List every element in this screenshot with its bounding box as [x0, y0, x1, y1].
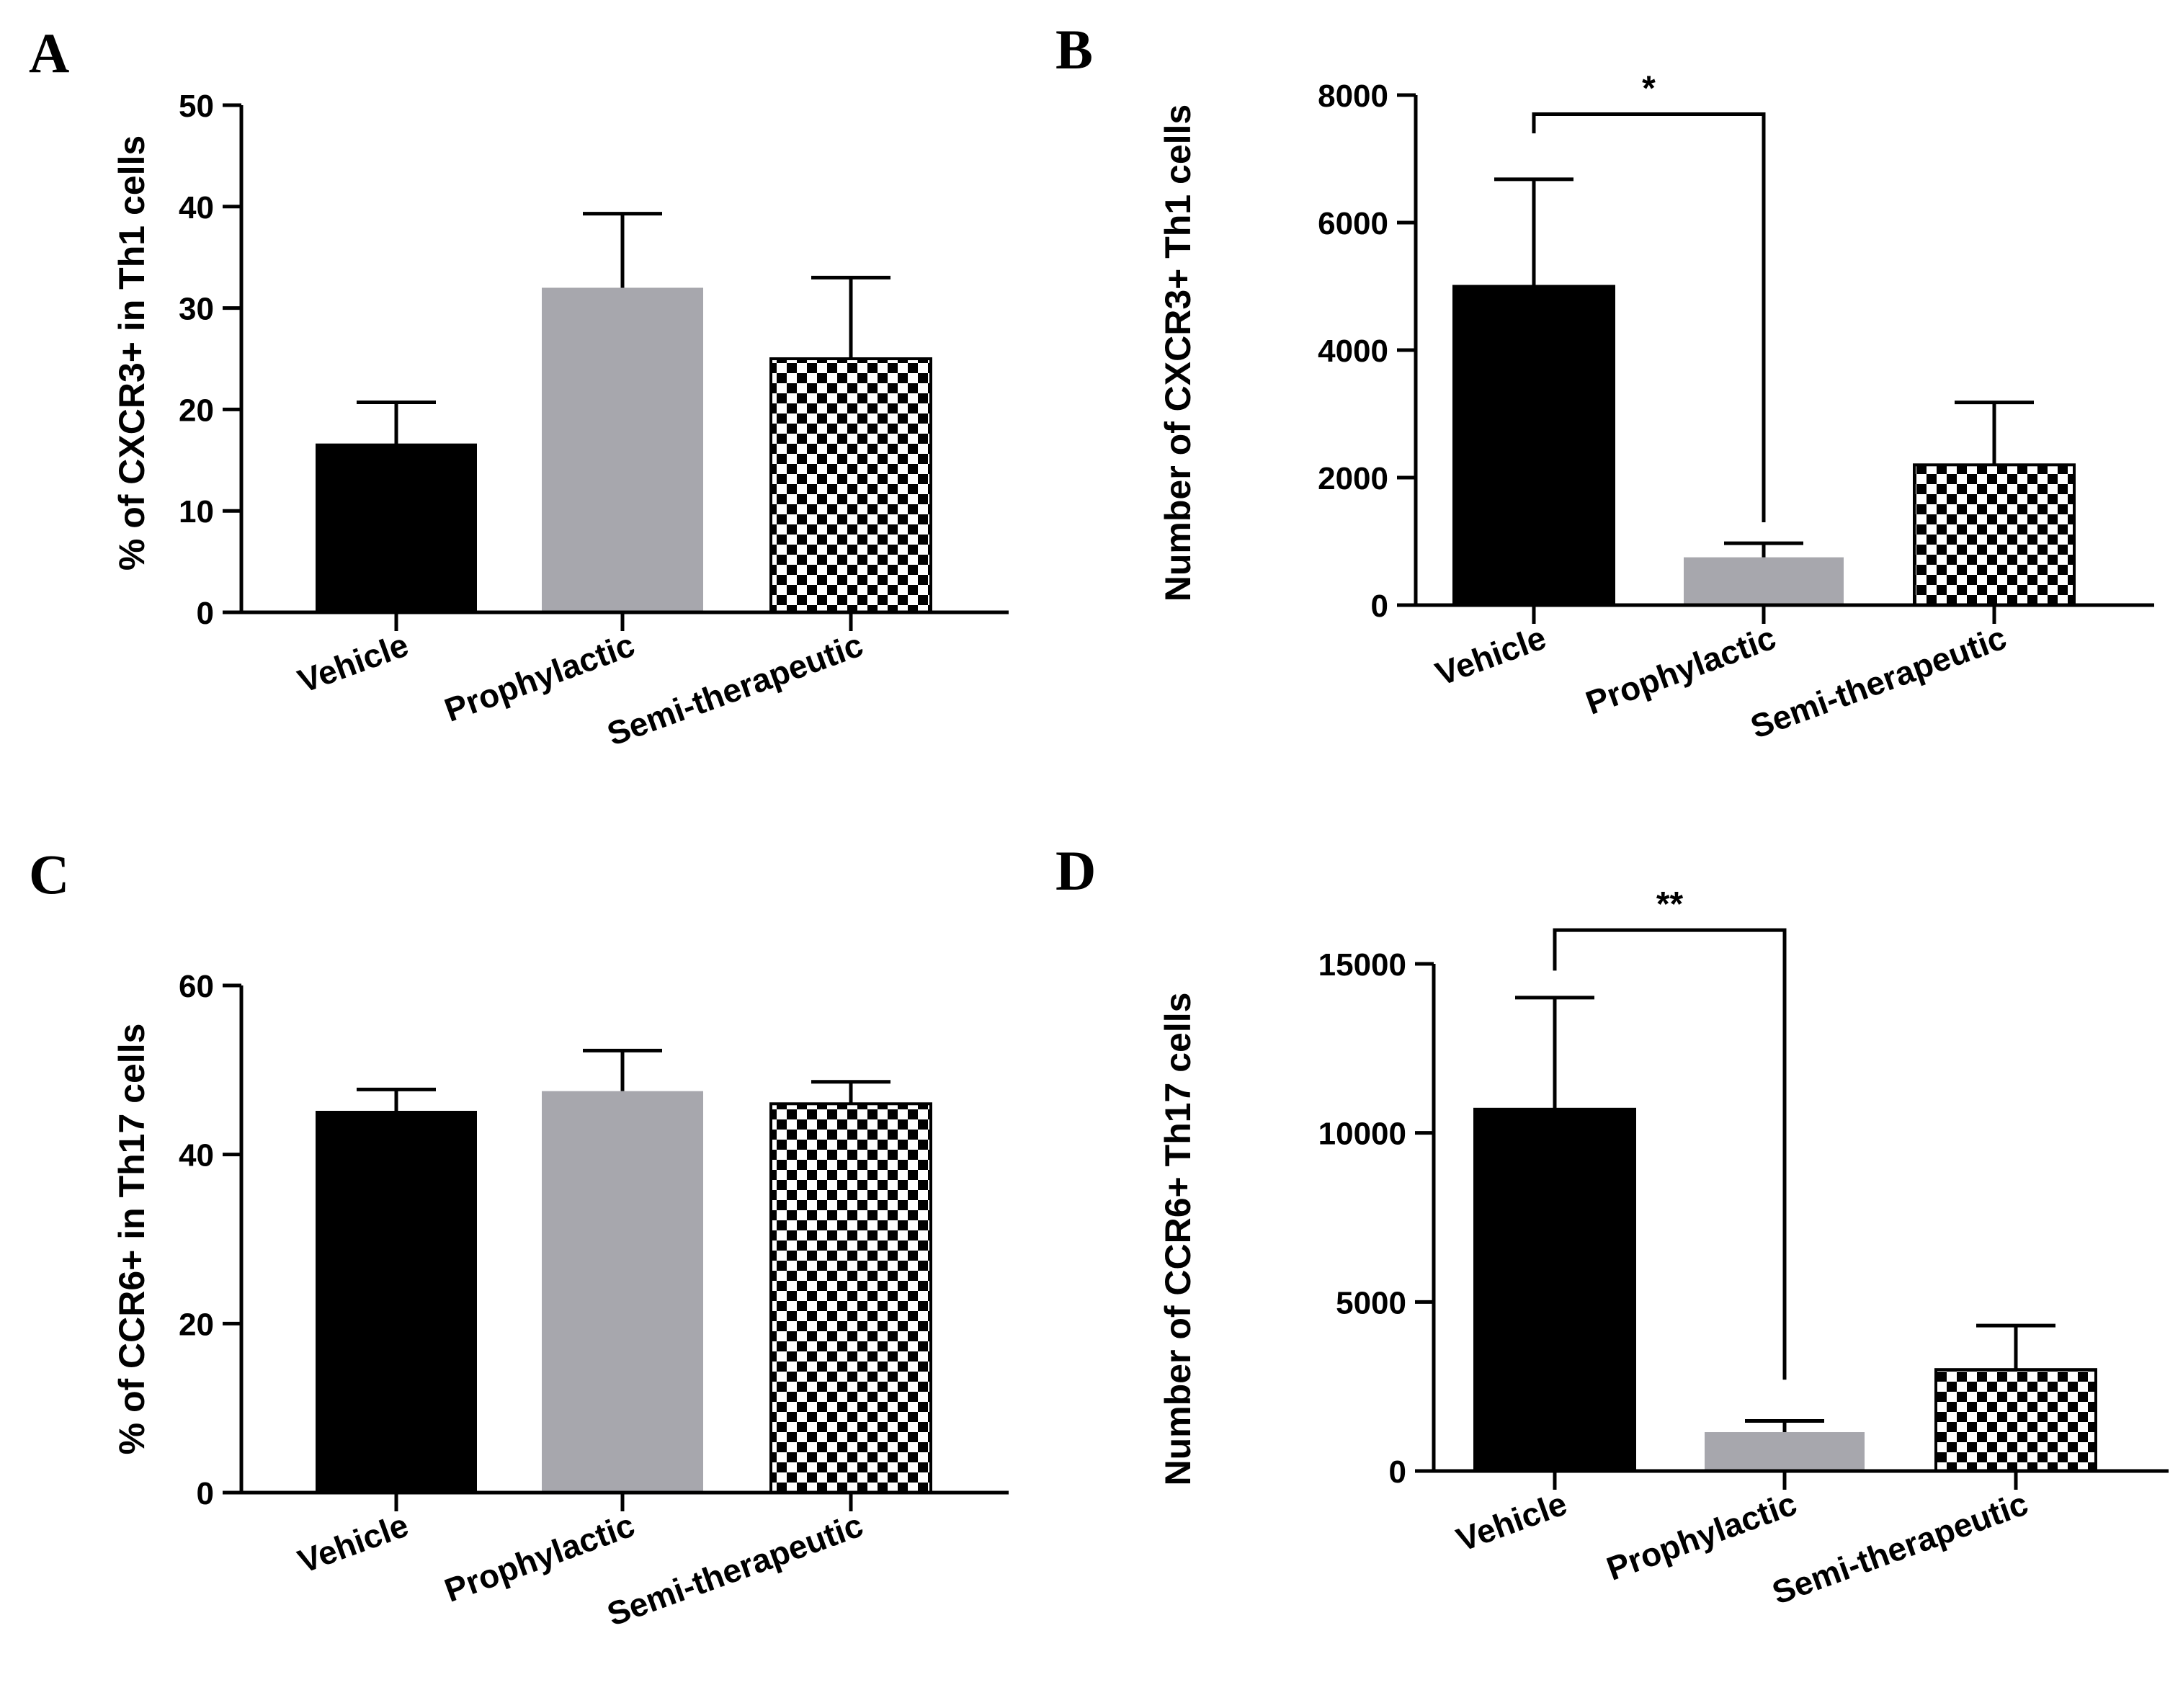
- y-tick-label: 0: [197, 596, 214, 631]
- panel-letter: C: [29, 843, 69, 906]
- y-tick-label: 2000: [1318, 461, 1388, 496]
- bar-vehicle: [1452, 285, 1615, 607]
- y-tick-label: 5000: [1336, 1285, 1406, 1320]
- y-tick-label: 0: [1389, 1454, 1406, 1490]
- bar-semi-therapeutic: [1913, 463, 2076, 607]
- y-tick-label: 0: [1371, 589, 1388, 624]
- y-tick-label: 40: [179, 190, 214, 225]
- significance-bracket: [1553, 928, 1787, 1380]
- y-tick-label: 20: [179, 1307, 214, 1342]
- x-category-label: Semi-therapeutic: [602, 626, 867, 754]
- x-category-label: Prophylactic: [1581, 619, 1780, 722]
- y-axis-title: Number of CCR6+ Th17 cells: [1158, 993, 1198, 1486]
- y-axis-title: Number of CXCR3+ Th1 cells: [1158, 104, 1198, 602]
- bar-prophylactic: [542, 287, 703, 612]
- significance-label: **: [1656, 885, 1684, 924]
- bar-vehicle: [1473, 1107, 1636, 1473]
- panel-d: D Number of CCR6+ Th17 cells 0 5000 10000 150…: [1055, 839, 2169, 1611]
- y-tick-label: 10000: [1318, 1117, 1406, 1152]
- bar-prophylactic: [1684, 557, 1844, 605]
- significance-bracket: [1532, 112, 1766, 522]
- y-tick-label: 6000: [1318, 206, 1388, 241]
- y-axis-title: % of CXCR3+ in Th1 cells: [112, 135, 152, 571]
- bar-semi-therapeutic: [769, 357, 932, 614]
- y-axis-title: % of CCR6+ in Th17 cells: [112, 1024, 152, 1455]
- y-tick-label: 40: [179, 1138, 214, 1173]
- x-category-label: Vehicle: [293, 626, 414, 700]
- y-tick-label: 10: [179, 494, 214, 529]
- x-category-label: Vehicle: [1452, 1485, 1572, 1559]
- bar-prophylactic: [1705, 1432, 1865, 1471]
- y-tick-label: 30: [179, 292, 214, 327]
- y-tick-label: 60: [179, 969, 214, 1004]
- y-tick-label: 8000: [1318, 79, 1388, 114]
- bar-vehicle: [316, 443, 477, 614]
- y-tick-label: 4000: [1318, 334, 1388, 369]
- panel-b: B Number of CXCR3+ Th1 cells 0 2000 4000 6000…: [1055, 18, 2154, 746]
- significance-label: *: [1642, 70, 1656, 108]
- x-category-label: Semi-therapeutic: [602, 1506, 867, 1634]
- panel-c: C % of CCR6+ in Th17 cells 0 20 40 60 Vehicle P…: [29, 843, 1009, 1633]
- x-category-label: Semi-therapeutic: [1746, 619, 2011, 746]
- x-category-label: Prophylactic: [1602, 1485, 1801, 1588]
- y-tick-label: 50: [179, 89, 214, 124]
- y-tick-label: 20: [179, 393, 214, 428]
- bar-semi-therapeutic: [1934, 1368, 2097, 1472]
- panel-a: A % of CXCR3+ in Th1 cells 0 10 20 30 40 50 Vehi…: [29, 22, 1009, 753]
- panel-letter: A: [29, 22, 69, 84]
- x-category-label: Vehicle: [293, 1506, 414, 1580]
- x-category-label: Prophylactic: [439, 1506, 639, 1609]
- panel-letter: B: [1055, 18, 1093, 81]
- y-tick-label: 0: [197, 1476, 214, 1511]
- bar-semi-therapeutic: [769, 1102, 932, 1495]
- y-tick-label: 15000: [1318, 947, 1406, 983]
- bar-prophylactic: [542, 1091, 703, 1493]
- panel-letter: D: [1055, 839, 1096, 902]
- x-category-label: Prophylactic: [439, 626, 639, 729]
- bar-vehicle: [316, 1111, 477, 1494]
- x-category-label: Semi-therapeutic: [1767, 1485, 2032, 1612]
- x-category-label: Vehicle: [1431, 619, 1551, 693]
